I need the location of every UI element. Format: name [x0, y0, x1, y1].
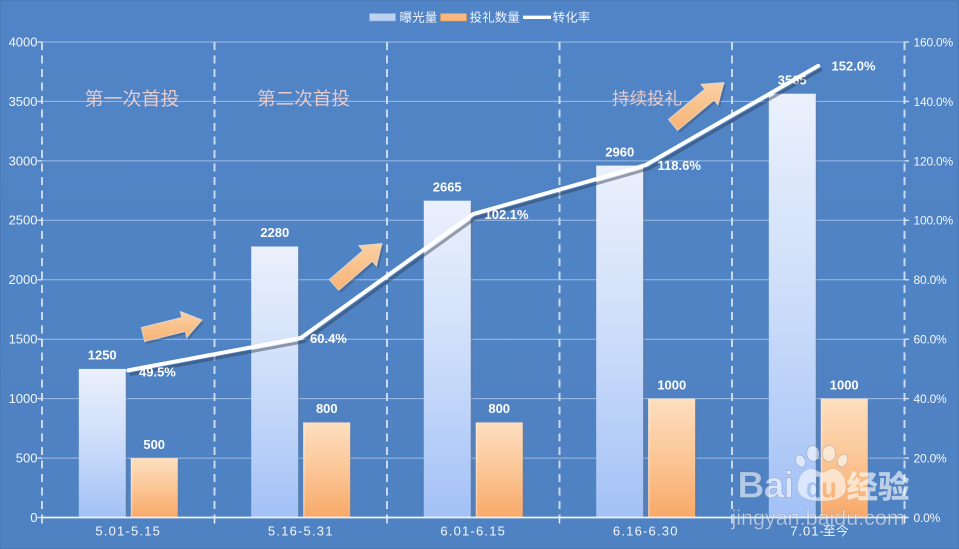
svg-text:2500: 2500: [9, 213, 38, 228]
svg-text:60.4%: 60.4%: [310, 331, 347, 346]
svg-text:60.0%: 60.0%: [914, 333, 948, 347]
svg-text:2280: 2280: [260, 225, 289, 240]
svg-text:Bai: Bai: [738, 465, 794, 506]
svg-text:1000: 1000: [9, 391, 38, 406]
svg-text:5.01-5.15: 5.01-5.15: [95, 524, 161, 539]
svg-text:1000: 1000: [830, 377, 859, 392]
svg-text:2960: 2960: [605, 144, 634, 159]
svg-text:jingyan.baidu.com: jingyan.baidu.com: [731, 506, 905, 530]
svg-text:7.01-: 7.01-: [790, 524, 825, 539]
svg-text:140.0%: 140.0%: [914, 95, 954, 109]
svg-text:118.6%: 118.6%: [658, 158, 702, 173]
svg-text:1500: 1500: [9, 332, 38, 347]
svg-text:120.0%: 120.0%: [914, 154, 954, 168]
svg-text:100.0%: 100.0%: [914, 214, 954, 228]
svg-text:102.1%: 102.1%: [485, 207, 530, 222]
svg-text:2000: 2000: [9, 272, 38, 287]
svg-text:5.16-5.31: 5.16-5.31: [268, 524, 334, 539]
svg-text:500: 500: [143, 437, 165, 452]
svg-text:0.0%: 0.0%: [914, 511, 941, 525]
svg-text:3500: 3500: [9, 94, 38, 109]
svg-text:1250: 1250: [88, 348, 117, 363]
svg-text:1000: 1000: [657, 377, 686, 392]
svg-text:500: 500: [16, 451, 38, 466]
svg-text:80.0%: 80.0%: [914, 273, 948, 287]
svg-text:160.0%: 160.0%: [914, 35, 954, 49]
svg-text:49.5%: 49.5%: [139, 364, 176, 379]
svg-text:2665: 2665: [433, 179, 462, 194]
svg-text:4000: 4000: [9, 34, 38, 49]
svg-text:3000: 3000: [9, 153, 38, 168]
svg-text:800: 800: [488, 401, 510, 416]
svg-text:20.0%: 20.0%: [914, 452, 948, 466]
svg-text:800: 800: [316, 401, 338, 416]
svg-text:40.0%: 40.0%: [914, 392, 948, 406]
svg-text:6.01-6.15: 6.01-6.15: [440, 524, 506, 539]
svg-text:6.16-6.30: 6.16-6.30: [613, 524, 679, 539]
svg-text:0: 0: [30, 510, 37, 525]
svg-text:152.0%: 152.0%: [832, 59, 877, 74]
